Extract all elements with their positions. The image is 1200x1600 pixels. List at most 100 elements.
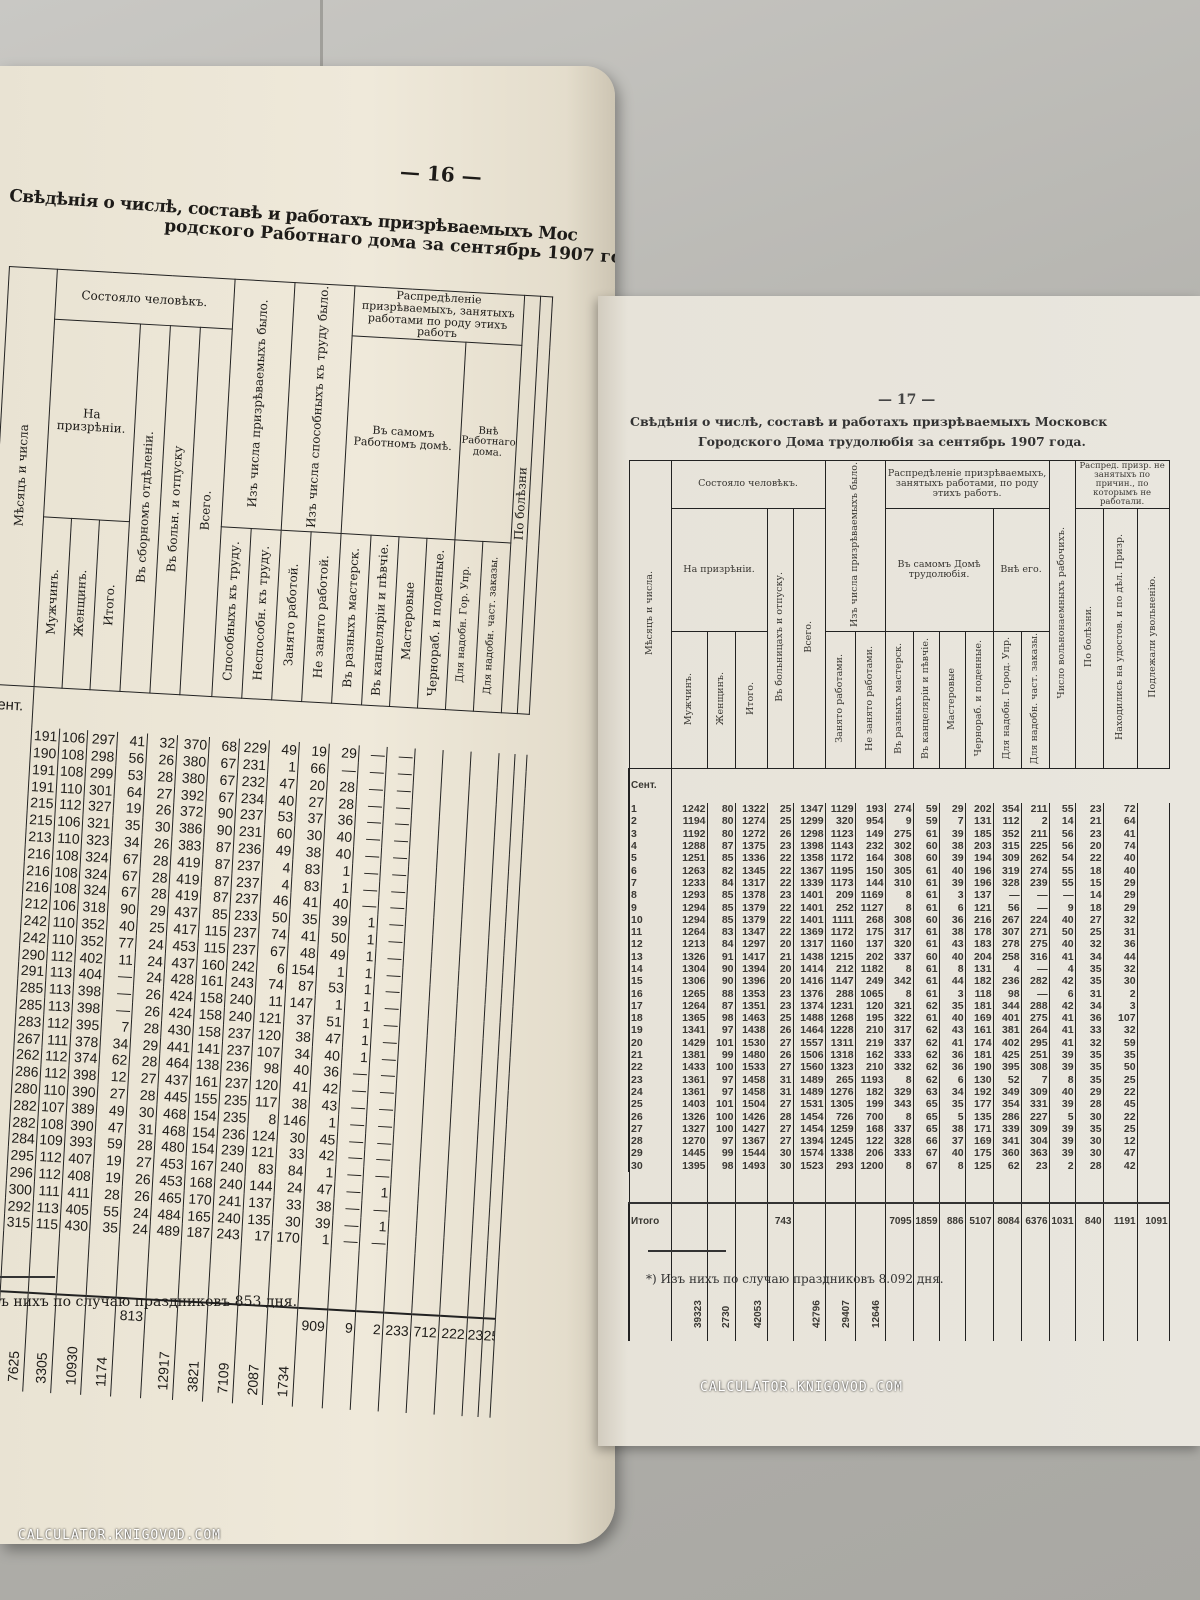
value-cell: 20	[766, 938, 794, 951]
value-cell: 41	[116, 732, 148, 751]
statistics-table: Мѣсяцъ и числа Состояло человѣкъ. Изъ чи…	[0, 266, 553, 1418]
table-row: 1 1242 80 1322 25 1347 1129 193 274 59 29 202 354 211…	[628, 803, 1170, 816]
value-cell: —	[365, 1116, 395, 1135]
value-cell: 84	[274, 1161, 306, 1180]
value-cell: 27	[143, 784, 175, 803]
value-cell: 40	[1048, 938, 1076, 951]
value-cell: 411	[60, 1183, 92, 1202]
value-cell: 28	[144, 767, 176, 786]
value-cell: 39	[1048, 1122, 1076, 1136]
value-cell: 115	[197, 921, 229, 941]
value-cell: 141	[191, 1039, 223, 1058]
value-cell: 175	[854, 926, 886, 939]
table-row: 30 1395 98 1493 30 1523 293 1200 8 67 8 125 62 23 2 28 4…	[628, 1159, 1170, 1173]
value-cell: 30	[293, 826, 325, 845]
value-cell	[1136, 876, 1170, 890]
value-cell: 37	[294, 809, 326, 828]
empty-cell	[670, 1172, 708, 1204]
empty-cell	[1102, 1172, 1138, 1204]
value-cell: 62	[912, 1036, 940, 1050]
value-cell: 61	[912, 901, 940, 914]
value-cell: 45	[1102, 1098, 1138, 1111]
value-cell: 190	[29, 744, 59, 763]
value-cell: 241	[212, 1191, 244, 1211]
value-cell: 392	[173, 785, 207, 805]
value-cell: 28	[1074, 1098, 1104, 1111]
value-cell	[437, 834, 466, 853]
value-cell: 190	[964, 1061, 994, 1074]
value-cell	[468, 768, 498, 787]
value-cell: 46	[259, 891, 291, 910]
value-cell	[507, 871, 521, 890]
value-cell: 322	[884, 1012, 914, 1025]
value-cell: 15	[1074, 876, 1104, 890]
value-cell: 31	[124, 1119, 156, 1138]
value-cell: 40	[938, 950, 966, 963]
value-cell	[438, 800, 468, 819]
value-cell: 28	[139, 851, 171, 870]
value-cell: 37	[282, 1010, 314, 1029]
value-cell: 125	[964, 1159, 994, 1173]
value-cell: 288	[1020, 999, 1050, 1013]
value-cell: 51	[312, 1012, 344, 1031]
value-cell	[484, 988, 502, 1006]
value-cell: 8	[884, 962, 914, 976]
value-cell: 50	[1102, 1061, 1138, 1074]
value-cell	[462, 885, 492, 905]
value-cell: 154	[185, 1139, 217, 1159]
value-cell: 144	[243, 1176, 275, 1196]
value-cell	[428, 985, 458, 1004]
value-cell: 106	[58, 728, 88, 748]
value-cell: 437	[157, 1070, 191, 1090]
value-cell: 4	[992, 962, 1022, 976]
value-cell: 23	[766, 840, 794, 853]
value-cell: 437	[163, 953, 197, 972]
value-cell: 380	[174, 768, 208, 788]
value-cell: 1322	[734, 803, 768, 816]
value-cell	[471, 1222, 489, 1241]
table-row: 7 1233 84 1317 22 1339 1173 144 310 61 39 196 328 239…	[628, 876, 1170, 890]
value-cell: 100	[706, 1122, 736, 1136]
value-cell: 30	[1074, 1147, 1104, 1160]
value-cell: 324	[77, 881, 109, 900]
value-cell: 195	[854, 1012, 886, 1025]
value-cell	[450, 1087, 480, 1106]
value-cell: 337	[884, 1122, 914, 1136]
value-cell	[509, 821, 523, 839]
value-cell: 1194	[670, 815, 708, 828]
value-cell: 32	[1102, 962, 1138, 976]
value-cell	[465, 835, 494, 854]
value-cell	[480, 1055, 498, 1073]
value-cell: —	[368, 1048, 398, 1068]
value-cell: 1143	[824, 840, 856, 853]
value-cell: 315	[3, 1213, 33, 1232]
value-cell: 24	[134, 934, 166, 954]
value-cell: 398	[71, 998, 103, 1018]
value-cell: 83	[290, 876, 322, 895]
value-cell	[438, 817, 467, 836]
value-cell: 30	[141, 817, 173, 837]
value-cell: 161	[964, 1024, 994, 1037]
value-cell: 135	[241, 1210, 273, 1229]
value-cell: 1454	[792, 1110, 826, 1123]
value-cell: 67	[205, 787, 237, 806]
value-cell: 40	[1048, 913, 1076, 927]
value-cell: 374	[68, 1049, 100, 1068]
value-cell: 1294	[670, 901, 708, 914]
value-cell: 25	[766, 815, 794, 828]
value-cell: —	[330, 1231, 360, 1251]
value-cell: 38	[292, 842, 324, 862]
value-cell: 206	[854, 1147, 886, 1160]
value-cell: 453	[164, 936, 198, 956]
value-cell: 87	[199, 888, 231, 907]
value-cell: 386	[171, 819, 205, 838]
table-row: 2 1194 80 1274 25 1299 320 954 9 59 7 131 112 2 14 21 64	[628, 815, 1170, 828]
value-cell: 428	[162, 970, 196, 989]
value-cell: 1	[348, 913, 378, 932]
value-cell: 28	[123, 1136, 155, 1155]
value-cell: 216	[23, 844, 53, 863]
value-cell: 268	[854, 913, 886, 927]
value-cell	[440, 767, 470, 786]
value-cell: —	[383, 797, 412, 816]
value-cell: 22	[766, 876, 794, 890]
